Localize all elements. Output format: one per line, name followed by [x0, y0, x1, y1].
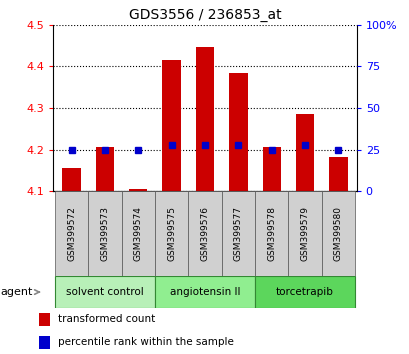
Text: GSM399575: GSM399575 — [167, 206, 176, 261]
Bar — [196, 47, 213, 191]
Text: GSM399574: GSM399574 — [133, 206, 142, 261]
Text: GSM399572: GSM399572 — [67, 206, 76, 261]
Text: percentile rank within the sample: percentile rank within the sample — [58, 337, 233, 348]
Text: torcetrapib: torcetrapib — [275, 287, 333, 297]
Bar — [328, 156, 347, 191]
Title: GDS3556 / 236853_at: GDS3556 / 236853_at — [128, 8, 281, 22]
Text: GSM399580: GSM399580 — [333, 206, 342, 261]
Bar — [295, 114, 313, 191]
Bar — [155, 191, 188, 276]
Text: GSM399578: GSM399578 — [267, 206, 276, 261]
Bar — [55, 191, 88, 276]
Bar — [129, 189, 147, 191]
Bar — [162, 60, 180, 191]
Text: angiotensin II: angiotensin II — [169, 287, 240, 297]
Bar — [55, 276, 155, 308]
Bar — [39, 313, 50, 326]
Text: GSM399577: GSM399577 — [233, 206, 242, 261]
Text: solvent control: solvent control — [66, 287, 144, 297]
Bar — [96, 148, 114, 191]
Text: GSM399579: GSM399579 — [300, 206, 309, 261]
Bar — [321, 191, 354, 276]
Bar — [229, 73, 247, 191]
Bar — [88, 191, 121, 276]
Text: transformed count: transformed count — [58, 314, 155, 325]
Bar — [254, 276, 354, 308]
Text: agent: agent — [0, 287, 39, 297]
Bar — [254, 191, 288, 276]
Bar — [221, 191, 254, 276]
Bar — [121, 191, 155, 276]
Bar — [62, 168, 81, 191]
Text: GSM399573: GSM399573 — [100, 206, 109, 261]
Bar — [188, 191, 221, 276]
Bar — [155, 276, 254, 308]
Bar — [262, 148, 280, 191]
Bar — [39, 336, 50, 349]
Text: GSM399576: GSM399576 — [200, 206, 209, 261]
Bar — [288, 191, 321, 276]
